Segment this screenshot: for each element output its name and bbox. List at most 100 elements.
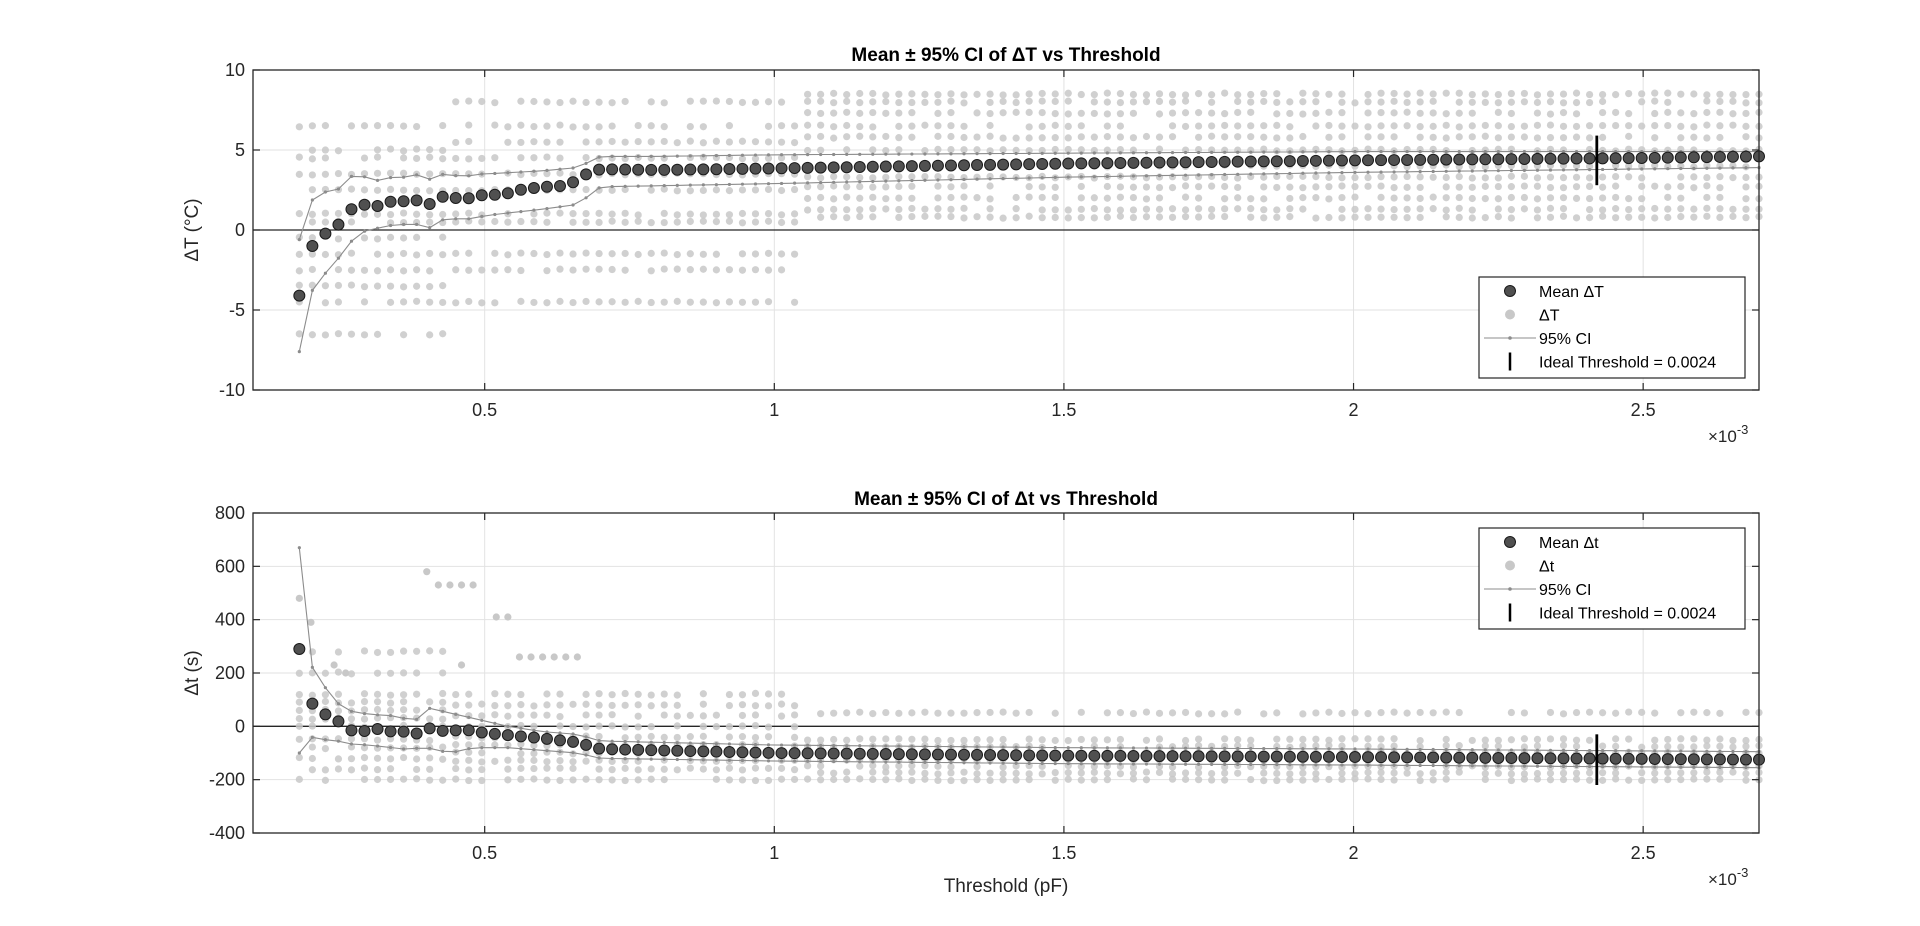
scatter-point <box>1416 736 1424 745</box>
scatter-point <box>400 186 408 194</box>
scatter-point <box>1168 763 1177 771</box>
scatter-point <box>1690 769 1698 777</box>
scatter-point <box>595 732 603 741</box>
ci-marker <box>623 154 627 158</box>
scatter-point <box>777 775 786 783</box>
ci-marker <box>1105 746 1109 750</box>
scatter-point <box>1051 776 1059 784</box>
legend-box <box>1478 527 1746 630</box>
mean-marker <box>971 159 984 172</box>
ci-marker <box>1170 151 1175 155</box>
scatter-point <box>1077 769 1085 777</box>
scatter-point <box>413 186 421 195</box>
mean-marker <box>306 240 319 252</box>
ci-marker <box>1079 762 1083 766</box>
scatter-point <box>1325 741 1333 750</box>
scatter-point <box>569 776 577 784</box>
scatter-point <box>478 758 486 766</box>
mean-marker <box>866 747 879 760</box>
scatter-point <box>465 121 473 129</box>
scatter-point <box>1116 206 1124 214</box>
scatter-point <box>1116 770 1124 778</box>
scatter-point <box>882 146 890 155</box>
scatter-point <box>569 700 577 708</box>
scatter-point <box>712 210 720 218</box>
ci-marker <box>388 223 393 228</box>
scatter-point <box>1664 89 1672 97</box>
scatter-point <box>634 712 642 720</box>
x-tick-label: 2.5 <box>1631 843 1656 863</box>
scatter-point <box>934 194 942 202</box>
scatter-point <box>360 234 369 242</box>
ci-marker <box>766 759 771 763</box>
scatter-point <box>452 138 460 147</box>
ci-marker <box>1444 150 1448 154</box>
scatter-point <box>790 723 799 731</box>
ci-marker <box>1574 150 1579 154</box>
scatter-point <box>1286 109 1294 118</box>
scatter-point <box>1442 768 1450 776</box>
legend-ci-marker <box>1508 336 1512 340</box>
scatter-point <box>1377 98 1385 106</box>
scatter-point <box>1286 205 1294 213</box>
scatter-point <box>777 154 786 162</box>
scatter-point <box>539 653 547 661</box>
scatter-point <box>504 218 512 226</box>
mean-marker <box>892 160 905 173</box>
scatter-point <box>1377 213 1385 221</box>
scatter-point <box>1194 205 1203 213</box>
mean-marker <box>332 715 345 728</box>
scatter-point <box>1429 193 1437 201</box>
scatter-point <box>1625 122 1633 130</box>
ci-marker <box>1079 746 1083 750</box>
scatter-point <box>1546 98 1555 106</box>
scatter-point <box>634 297 642 305</box>
ci-marker <box>310 735 314 739</box>
mean-marker <box>775 162 788 175</box>
ci-marker <box>871 152 875 156</box>
scatter-point <box>1012 108 1020 116</box>
scatter-point <box>1390 742 1398 750</box>
scatter-point <box>934 122 942 130</box>
ci-marker <box>1587 748 1592 753</box>
scatter-point <box>830 182 838 190</box>
scatter-point <box>465 766 473 774</box>
scatter-point <box>1625 173 1633 181</box>
ci-marker <box>545 730 549 734</box>
scatter-point <box>1572 775 1581 783</box>
scatter-point <box>1312 183 1320 191</box>
scatter-point <box>1651 204 1659 213</box>
scatter-point <box>960 146 968 154</box>
ci-marker <box>832 152 836 157</box>
scatter-point <box>1103 133 1111 141</box>
scatter-point <box>621 723 629 731</box>
scatter-point <box>1351 770 1359 778</box>
scatter-point <box>1585 90 1594 99</box>
ci-marker <box>375 226 380 230</box>
scatter-point <box>1416 173 1424 181</box>
scatter-point <box>673 691 681 699</box>
scatter-point <box>712 186 720 194</box>
scatter-point <box>556 756 564 765</box>
scatter-point <box>295 170 303 178</box>
scatter-point <box>517 775 525 783</box>
scatter-point <box>699 712 707 720</box>
scatter-point <box>817 710 825 718</box>
scatter-point <box>543 758 551 766</box>
scatter-point <box>1038 770 1046 778</box>
ci-marker <box>1040 151 1044 155</box>
mean-marker <box>423 722 436 735</box>
scatter-point <box>1533 121 1542 129</box>
scatter-point <box>908 109 916 117</box>
mean-marker <box>1023 749 1036 762</box>
ci-marker <box>819 743 823 748</box>
scatter-point <box>321 331 330 339</box>
scatter-point <box>1625 205 1633 214</box>
scatter-point <box>712 137 720 145</box>
scatter-point <box>426 267 434 275</box>
scatter-point <box>1729 90 1737 99</box>
scatter-point <box>1194 122 1203 130</box>
scatter-point <box>1729 768 1737 776</box>
scatter-point <box>738 722 747 730</box>
scatter-point <box>373 690 382 698</box>
